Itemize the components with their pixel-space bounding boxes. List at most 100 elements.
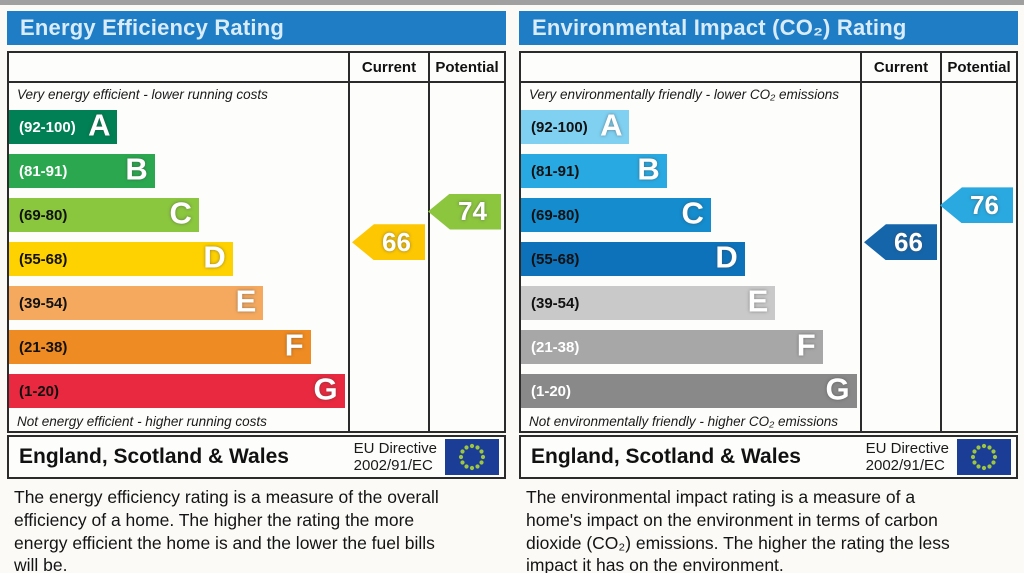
band-row: (69-80) C [521, 193, 860, 237]
band-e: (39-54) E [521, 283, 776, 320]
energy-efficiency-title: Energy Efficiency Rating [7, 11, 506, 45]
band-row: (1-20) G [521, 369, 860, 413]
energy-efficiency-panel: Energy Efficiency Rating Current Potenti… [7, 11, 506, 573]
eu-directive-label: EU Directive 2002/91/EC [866, 440, 957, 475]
eu-flag-icon [445, 439, 499, 475]
band-range-label: (92-100) [19, 118, 76, 136]
energy-current-column: 66 [348, 83, 428, 431]
band-row: (55-68) D [9, 237, 348, 281]
eu-directive-line2: 2002/91/EC [353, 457, 433, 474]
band-letter: D [203, 239, 226, 275]
current-rating-value: 66 [382, 226, 411, 257]
band-range-label: (81-91) [531, 162, 580, 180]
band-b: (81-91) B [9, 151, 155, 188]
band-e: (39-54) E [9, 283, 264, 320]
band-letter: G [313, 371, 338, 407]
band-letter: A [600, 107, 623, 143]
eu-directive-label: EU Directive 2002/91/EC [354, 440, 445, 475]
band-range-label: (39-54) [531, 294, 580, 312]
band-range-label: (1-20) [19, 382, 60, 400]
header-spacer [521, 53, 860, 83]
environmental-current-column: 66 [860, 83, 940, 431]
band-range-label: (39-54) [19, 294, 68, 312]
eu-directive-line2: 2002/91/EC [865, 457, 945, 474]
band-f: (21-38) F [521, 327, 823, 364]
potential-rating-arrow: 76 [940, 187, 1013, 224]
band-range-label: (55-68) [19, 250, 68, 268]
current-column-header: Current [860, 53, 940, 83]
band-row: (92-100) A [9, 105, 348, 149]
band-letter: G [825, 371, 850, 407]
header-spacer [9, 53, 348, 83]
band-g: (1-20) G [9, 371, 345, 408]
energy-band-chart: Very energy efficient - lower running co… [9, 83, 348, 431]
band-range-label: (69-80) [531, 206, 580, 224]
eu-directive-line1: EU Directive [353, 439, 437, 457]
band-row: (1-20) G [9, 369, 348, 413]
band-g: (1-20) G [521, 371, 857, 408]
band-letter: E [747, 283, 769, 319]
band-range-label: (69-80) [19, 206, 68, 224]
band-letter: E [235, 283, 257, 319]
band-d: (55-68) D [9, 239, 233, 276]
environmental-band-chart: Very environmentally friendly - lower CO… [521, 83, 860, 431]
energy-potential-column: 74 [428, 83, 504, 431]
band-row: (39-54) E [521, 281, 860, 325]
eu-flag-icon [957, 439, 1011, 475]
eu-directive-line1: EU Directive [865, 439, 949, 457]
band-row: (81-91) B [9, 149, 348, 193]
potential-rating-arrow: 74 [428, 193, 501, 230]
top-note: Very environmentally friendly - lower CO… [529, 86, 839, 102]
band-row: (21-38) F [521, 325, 860, 369]
band-c: (69-80) C [9, 195, 199, 232]
band-range-label: (1-20) [531, 382, 572, 400]
band-a: (92-100) A [9, 107, 118, 144]
environmental-footer: England, Scotland & Wales EU Directive 2… [519, 435, 1018, 479]
band-row: (55-68) D [521, 237, 860, 281]
band-row: (81-91) B [521, 149, 860, 193]
current-rating-arrow: 66 [864, 224, 937, 261]
potential-column-header: Potential [940, 53, 1016, 83]
energy-rating-table: Current Potential Very energy efficient … [7, 51, 506, 433]
band-row: (21-38) F [9, 325, 348, 369]
epc-page: Energy Efficiency Rating Current Potenti… [0, 5, 1024, 573]
current-rating-arrow: 66 [352, 224, 425, 261]
band-letter: D [715, 239, 738, 275]
current-column-header: Current [348, 53, 428, 83]
band-letter: F [796, 327, 816, 363]
energy-footer: England, Scotland & Wales EU Directive 2… [7, 435, 506, 479]
environmental-potential-column: 76 [940, 83, 1016, 431]
band-a: (92-100) A [521, 107, 630, 144]
band-range-label: (55-68) [531, 250, 580, 268]
environmental-description: The environmental impact rating is a mea… [526, 487, 950, 573]
band-letter: F [284, 327, 304, 363]
band-range-label: (21-38) [19, 338, 68, 356]
band-range-label: (92-100) [531, 118, 588, 136]
band-f: (21-38) F [9, 327, 311, 364]
bottom-note: Not energy efficient - higher running co… [17, 413, 267, 429]
band-b: (81-91) B [521, 151, 667, 188]
region-label: England, Scotland & Wales [19, 445, 289, 468]
environmental-impact-panel: Environmental Impact (CO₂) Rating Curren… [519, 11, 1018, 573]
environmental-bands: (92-100) A (81-91) B (69-80) C (55-68) D (39-54)… [521, 105, 860, 413]
region-label: England, Scotland & Wales [531, 445, 801, 468]
top-note: Very energy efficient - lower running co… [17, 86, 268, 102]
band-row: (69-80) C [9, 193, 348, 237]
potential-rating-value: 74 [458, 196, 487, 227]
band-letter: C [169, 195, 192, 231]
potential-rating-value: 76 [970, 189, 999, 220]
band-letter: B [637, 151, 660, 187]
energy-bands: (92-100) A (81-91) B (69-80) C (55-68) D (39-54)… [9, 105, 348, 413]
band-row: (39-54) E [9, 281, 348, 325]
environmental-impact-title: Environmental Impact (CO₂) Rating [519, 11, 1018, 45]
energy-description: The energy efficiency rating is a measur… [14, 487, 439, 573]
band-range-label: (21-38) [531, 338, 580, 356]
environmental-rating-table: Current Potential Very environmentally f… [519, 51, 1018, 433]
current-rating-value: 66 [894, 226, 923, 257]
band-d: (55-68) D [521, 239, 745, 276]
band-letter: C [681, 195, 704, 231]
band-letter: B [125, 151, 148, 187]
band-c: (69-80) C [521, 195, 711, 232]
band-row: (92-100) A [521, 105, 860, 149]
band-letter: A [88, 107, 111, 143]
